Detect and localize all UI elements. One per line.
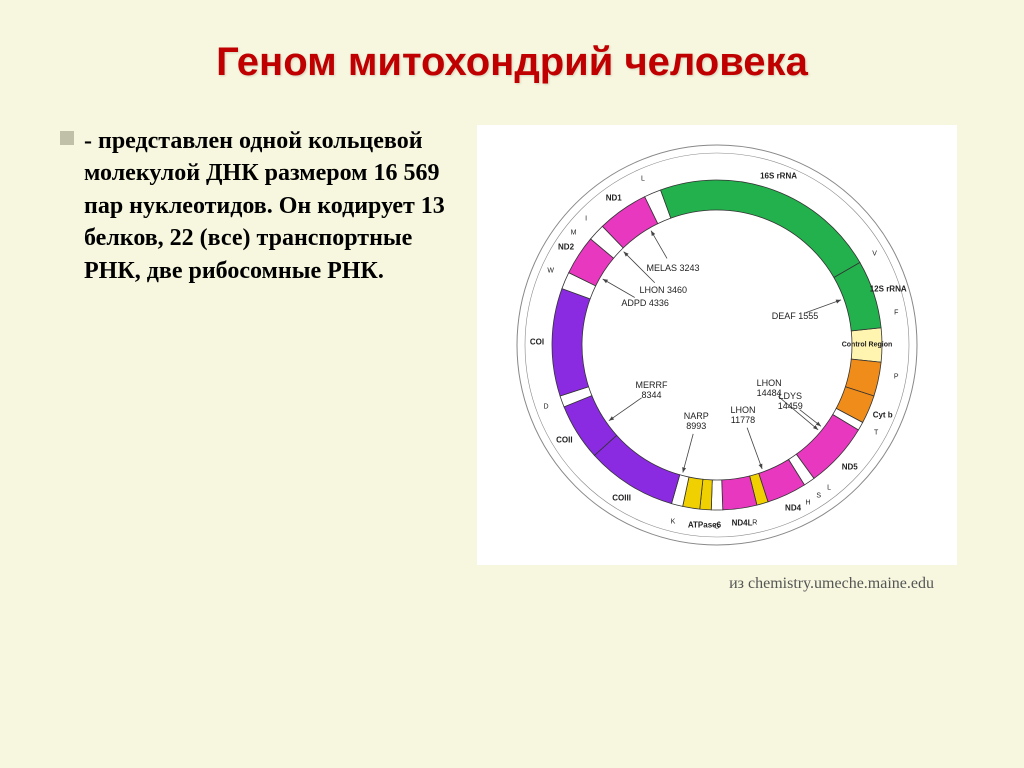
mutation-label: MELAS 3243 xyxy=(646,264,699,274)
content-row: - представлен одной кольцевой молекулой … xyxy=(60,125,964,593)
gene-label: ND1 xyxy=(606,193,622,202)
mutation-label: LHON 3460 xyxy=(639,286,687,296)
gene-label: ND2 xyxy=(558,242,574,251)
slide-title: Геном митохондрий человека xyxy=(60,40,964,85)
trna-label: D xyxy=(543,404,548,411)
trna-label: M xyxy=(571,229,577,236)
diagram-column: Control RegionCyt bND5ND4ND4LATPase6COII… xyxy=(470,125,964,593)
mutation-label: ADPD 4336 xyxy=(621,299,669,309)
gene-label: 16S rRNA xyxy=(760,171,797,180)
gene-label: COIII xyxy=(612,493,631,502)
slide-container: Геном митохондрий человека - представлен… xyxy=(0,0,1024,768)
trna-label: I xyxy=(585,215,587,222)
region-label: Control Region xyxy=(842,342,893,349)
trna-label: S xyxy=(816,492,821,499)
gene-label: ND4 xyxy=(785,504,801,513)
trna-label: P xyxy=(894,373,899,380)
gene-label: COII xyxy=(556,436,572,445)
image-credit: из chemistry.umeche.maine.edu xyxy=(729,575,934,593)
gene-label: Cyt b xyxy=(873,411,893,420)
trna-label: H xyxy=(805,499,810,506)
mutation-label: MERRF8344 xyxy=(635,381,667,401)
gene-label: COI xyxy=(530,337,544,346)
mutation-label: LHON11778 xyxy=(730,407,755,427)
gene-label: ND4L xyxy=(732,519,753,528)
trna-label: R xyxy=(752,520,757,527)
trna-label: L xyxy=(827,485,831,492)
bullet-text: - представлен одной кольцевой молекулой … xyxy=(84,125,460,287)
bullet-marker-icon xyxy=(60,131,74,145)
gene-label: ND5 xyxy=(842,462,858,471)
trna-label: G xyxy=(714,524,719,531)
bullet-block: - представлен одной кольцевой молекулой … xyxy=(60,125,460,287)
mutation-label: NARP8993 xyxy=(684,412,709,432)
trna-label: V xyxy=(872,251,877,258)
trna-label: K xyxy=(671,518,676,525)
gene-label: 12S rRNA xyxy=(870,285,907,294)
trna-label: T xyxy=(874,430,878,437)
trna-label: F xyxy=(894,310,898,317)
trna-label: L xyxy=(641,175,645,182)
trna-label: W xyxy=(547,267,554,274)
mtdna-circular-diagram: Control RegionCyt bND5ND4ND4LATPase6COII… xyxy=(477,125,957,565)
mutation-label: DEAF 1555 xyxy=(772,312,819,322)
mutation-label: LDYS14459 xyxy=(778,392,803,412)
